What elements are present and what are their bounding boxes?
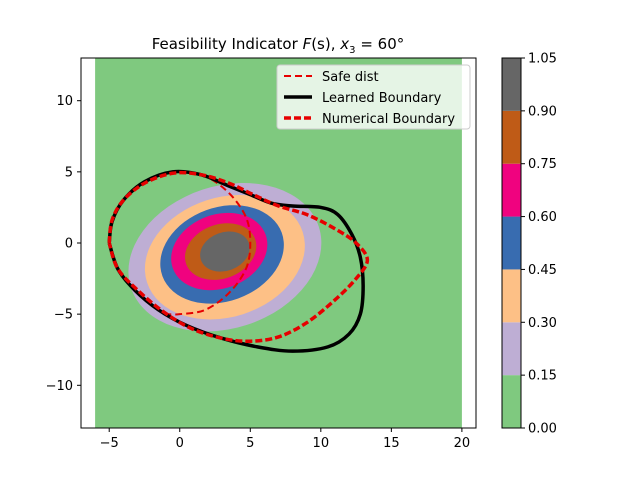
colorbar-segment bbox=[502, 163, 521, 217]
colorbar-tick-label: 0.75 bbox=[528, 157, 557, 172]
x-tick-label: 10 bbox=[313, 436, 330, 451]
legend: Safe dist Learned Boundary Numerical Bou… bbox=[276, 64, 471, 130]
colorbar-segment bbox=[502, 375, 521, 428]
colorbar-tick-label: 0.90 bbox=[528, 104, 557, 119]
y-axis: −10 −5 0 5 10 bbox=[46, 94, 81, 394]
y-tick-label: −5 bbox=[54, 308, 73, 323]
legend-label-numerical-boundary: Numerical Boundary bbox=[322, 112, 455, 127]
colorbar-segment bbox=[502, 110, 521, 164]
chart-title: Feasibility Indicator F(s), x3 = 60° bbox=[152, 35, 405, 56]
colorbar-tick-label: 0.30 bbox=[528, 316, 557, 331]
contour-band-0-90 bbox=[200, 231, 250, 272]
y-tick-label: −10 bbox=[46, 379, 73, 394]
y-tick-label: 0 bbox=[65, 237, 73, 252]
series-line-numerical-boundary bbox=[107, 170, 370, 343]
colorbar-tick-label: 0.15 bbox=[528, 369, 557, 384]
colorbar-segment bbox=[502, 216, 521, 270]
legend-label-learned-boundary: Learned Boundary bbox=[322, 91, 442, 106]
colorbar-tick-label: 0.60 bbox=[528, 210, 557, 225]
x-axis: −5 0 5 10 15 20 bbox=[100, 428, 471, 451]
colorbar-tick-label: 0.00 bbox=[528, 422, 557, 437]
legend-label-safe-dist: Safe dist bbox=[322, 70, 379, 85]
colorbar-segment bbox=[502, 322, 521, 376]
x-tick-label: 20 bbox=[454, 436, 471, 451]
colorbar-frame bbox=[501, 57, 522, 429]
x-tick-label: −5 bbox=[100, 436, 119, 451]
colorbar-segment bbox=[502, 58, 521, 111]
colorbar-tick-label: 0.45 bbox=[528, 263, 557, 278]
x-tick-label: 0 bbox=[176, 436, 184, 451]
colorbar-segment bbox=[502, 269, 521, 323]
x-tick-label: 15 bbox=[383, 436, 400, 451]
colorbar-tick-label: 1.05 bbox=[528, 52, 557, 67]
series-line-safe-dist bbox=[165, 170, 252, 316]
y-tick-label: 10 bbox=[56, 94, 73, 109]
x-tick-label: 5 bbox=[246, 436, 254, 451]
colorbar: 0.00 0.15 0.30 0.45 0.60 0.75 0.90 1.05 bbox=[501, 52, 557, 437]
legend-box bbox=[276, 64, 471, 130]
boundary-lines bbox=[107, 169, 370, 353]
y-tick-label: 5 bbox=[65, 165, 73, 180]
